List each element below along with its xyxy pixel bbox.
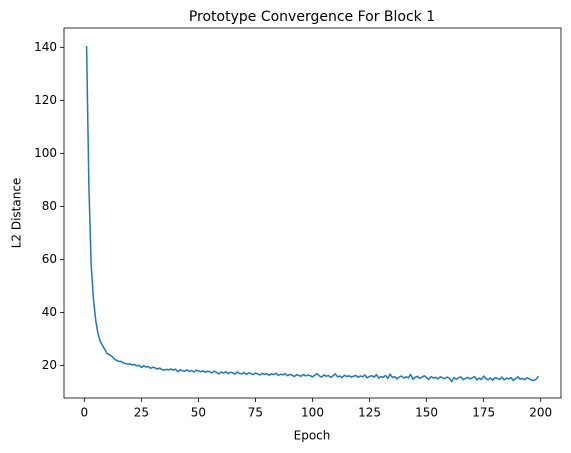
plot-frame <box>63 27 562 399</box>
y-tick-label: 120 <box>34 93 57 107</box>
x-tick-label: 25 <box>134 406 149 420</box>
y-axis-label: L2 Distance <box>10 178 24 249</box>
x-tick-label: 200 <box>529 406 552 420</box>
y-tick-label: 60 <box>42 252 57 266</box>
x-tick-label: 100 <box>301 406 324 420</box>
y-tick-label: 80 <box>42 199 57 213</box>
x-tick-label: 175 <box>472 406 495 420</box>
x-tick-label: 125 <box>358 406 381 420</box>
line <box>85 46 540 383</box>
y-tick-label: 40 <box>42 305 57 319</box>
x-tick-label: 50 <box>191 406 206 420</box>
x-axis-label: Epoch <box>294 429 331 443</box>
x-tick-label: 150 <box>415 406 438 420</box>
x-tick-label: 0 <box>80 406 88 420</box>
x-tick-label: 75 <box>248 406 263 420</box>
y-tick-label: 20 <box>42 358 57 372</box>
y-tick-label: 100 <box>34 146 57 160</box>
y-tick-label: 140 <box>34 40 57 54</box>
chart-title: Prototype Convergence For Block 1 <box>189 9 435 25</box>
